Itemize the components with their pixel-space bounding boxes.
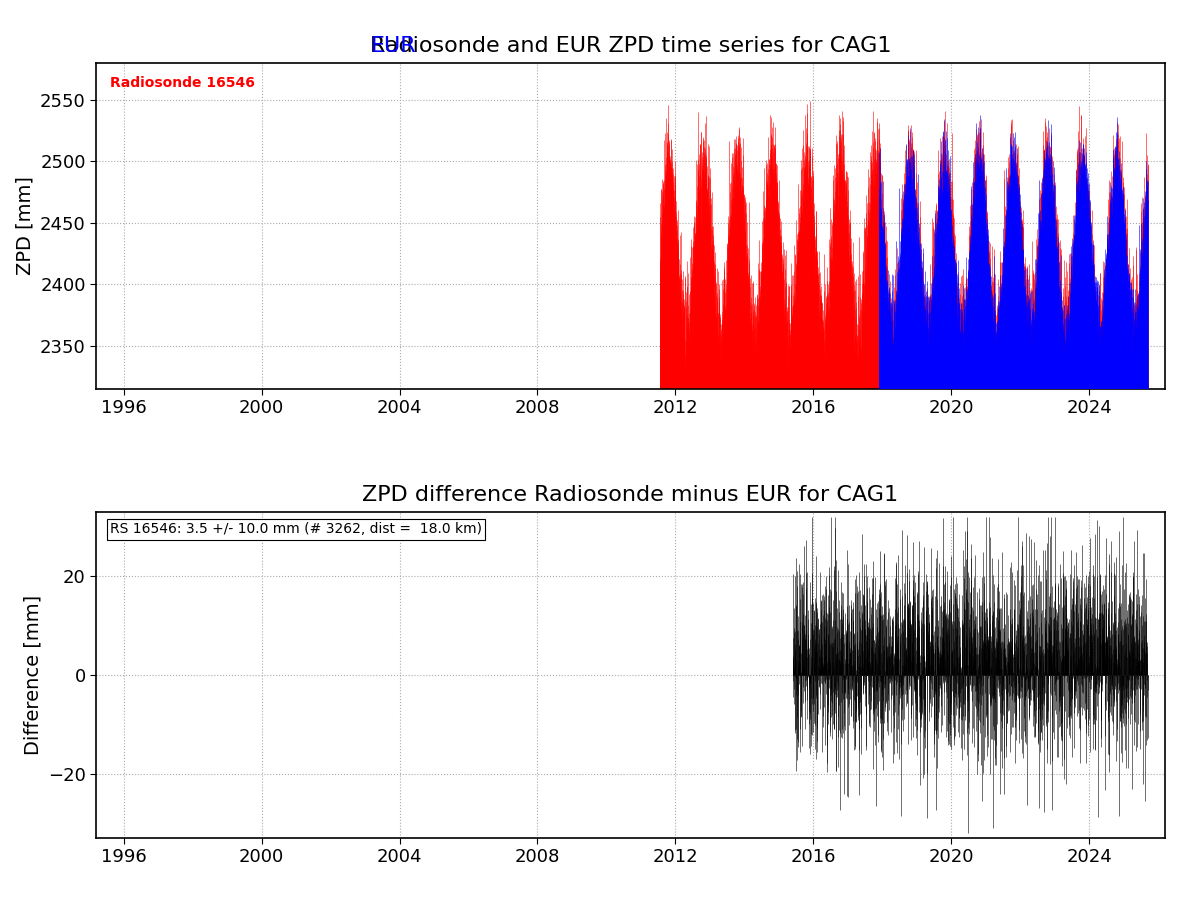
Title: Radiosonde and EUR ZPD time series for CAG1: Radiosonde and EUR ZPD time series for C… <box>370 36 891 56</box>
Y-axis label: ZPD [mm]: ZPD [mm] <box>16 177 35 276</box>
Y-axis label: Difference [mm]: Difference [mm] <box>23 595 42 755</box>
Text: Radiosonde 16546: Radiosonde 16546 <box>110 76 255 90</box>
Text: EUR: EUR <box>371 36 417 56</box>
Title: ZPD difference Radiosonde minus EUR for CAG1: ZPD difference Radiosonde minus EUR for … <box>363 486 898 505</box>
Text: RS 16546: 3.5 +/- 10.0 mm (# 3262, dist =  18.0 km): RS 16546: 3.5 +/- 10.0 mm (# 3262, dist … <box>110 522 482 536</box>
